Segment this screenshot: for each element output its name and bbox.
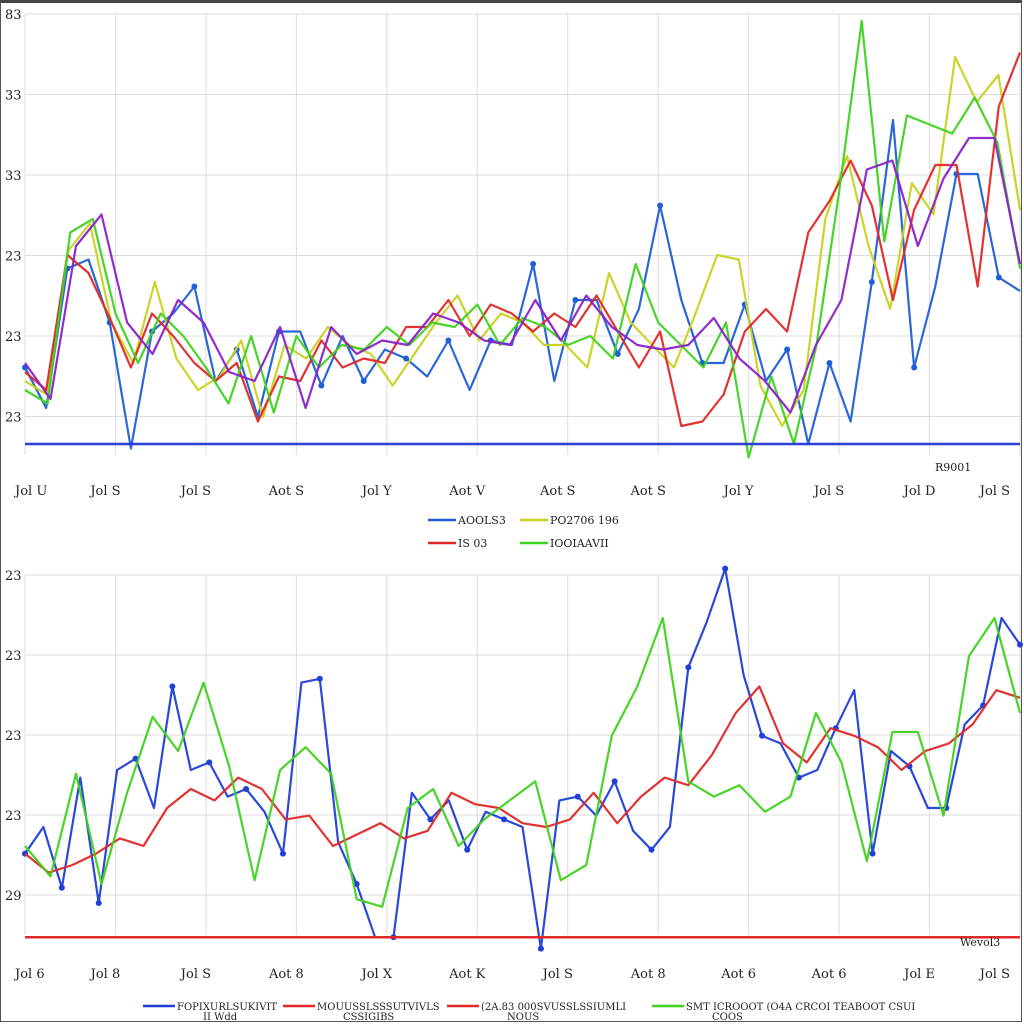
series-line-1 — [24, 118, 1021, 450]
x-tick-label: Aot S — [539, 484, 575, 499]
x-tick-label: Aot V — [448, 484, 486, 499]
series-point — [784, 346, 791, 353]
x-tick-label: Jol D — [902, 484, 936, 499]
series-point — [722, 565, 729, 572]
y-tick-label: 29 — [5, 889, 22, 904]
x-tick-label: Jol U — [13, 484, 47, 499]
x-tick-label: Aot S — [629, 484, 665, 499]
series-point — [318, 382, 325, 389]
legend-label: SMT ICROOOT (O4A CRCOI TEABOOT CSUI — [686, 1002, 915, 1013]
chart-annotation: R9001 — [935, 461, 971, 474]
x-tick-label: Aot S — [268, 484, 304, 499]
series-point — [572, 297, 579, 303]
series-point — [611, 778, 618, 785]
x-tick-label: Jol S — [978, 484, 1010, 499]
y-tick-label: 33 — [5, 169, 22, 184]
y-tick-label: 23 — [5, 809, 22, 824]
series-point — [911, 364, 918, 371]
legend-sublabel: COOS — [712, 1012, 743, 1023]
x-tick-label: Aot 8 — [268, 967, 304, 982]
y-tick-label: 83 — [5, 8, 22, 23]
x-tick-label: Jol Y — [360, 484, 392, 499]
series-point — [403, 355, 410, 362]
series-point — [657, 202, 664, 209]
series-point — [1017, 641, 1023, 648]
series-point — [191, 283, 198, 290]
x-tick-label: Jol 8 — [89, 967, 121, 982]
x-tick-label: Jol S — [88, 484, 120, 499]
series-line-3 — [24, 616, 1022, 908]
series-point — [316, 675, 323, 682]
x-tick-label: Jol S — [978, 967, 1010, 982]
legend-label: MOUUSSLSSSUTVIVLS — [317, 1002, 440, 1013]
legend-label: (2A.83 000SVUSSLSSIUMLI — [481, 1002, 626, 1013]
x-tick-label: Jol S — [812, 484, 844, 499]
legend-label: IOOIAAVII — [550, 537, 609, 550]
legend-label: IS 03 — [458, 537, 487, 550]
legend-sublabel: II Wdd — [203, 1012, 238, 1023]
y-tick-label: 23 — [5, 411, 22, 426]
x-tick-label: Jol 6 — [13, 967, 45, 982]
legend-label: FOPIXURLSUKIVIT — [177, 1002, 277, 1013]
series-line-4 — [24, 19, 1022, 459]
series-point — [279, 850, 286, 857]
series-point — [868, 279, 875, 285]
series-point — [869, 850, 876, 857]
series-point — [58, 884, 65, 891]
x-tick-label: Jol Y — [722, 484, 754, 499]
legend-sublabel: NOUS — [507, 1012, 539, 1023]
series-point — [530, 261, 537, 267]
series-point — [759, 732, 766, 739]
series-line-2 — [24, 685, 1021, 874]
y-tick-label: 23 — [5, 250, 22, 265]
chart-annotation: Wevol3 — [960, 936, 1000, 949]
legend-label: PO2706 196 — [550, 514, 619, 527]
y-tick-label: 23 — [5, 330, 22, 345]
y-tick-label: 23 — [5, 729, 22, 744]
series-point — [826, 360, 833, 366]
series-point — [206, 759, 213, 766]
x-tick-label: Jol X — [360, 967, 393, 982]
series-point — [445, 337, 452, 344]
y-tick-label: 23 — [5, 569, 22, 584]
series-point — [574, 793, 581, 800]
x-tick-label: Jol S — [541, 967, 573, 982]
series-line-1 — [24, 567, 1021, 950]
series-point — [995, 274, 1002, 281]
series-point — [501, 816, 508, 823]
x-tick-label: Jol S — [179, 484, 211, 499]
legend-label: AOOLS3 — [457, 514, 506, 527]
y-tick-label: 33 — [5, 89, 22, 104]
series-point — [169, 683, 176, 690]
series-point — [648, 846, 655, 853]
series-point — [685, 664, 692, 671]
series-point — [243, 786, 250, 792]
series-point — [360, 378, 367, 384]
series-point — [353, 881, 360, 887]
legend-sublabel: CSSIGIBS — [343, 1012, 394, 1023]
x-tick-label: Jol S — [179, 967, 211, 982]
series-line-5 — [24, 136, 1022, 414]
x-tick-label: Jol E — [902, 967, 935, 982]
x-tick-label: Aot K — [448, 967, 486, 982]
series-point — [614, 351, 621, 357]
x-tick-label: Aot 6 — [811, 967, 847, 982]
x-tick-label: Aot 8 — [630, 967, 666, 982]
top-line-chart: 83 33 33 23 23 23 R9001 Jol U Jol S Jol S Aot S Jol… — [5, 8, 1022, 550]
y-tick-label: 23 — [5, 649, 22, 664]
series-point — [537, 945, 544, 952]
series-point — [427, 816, 434, 823]
series-point — [464, 846, 471, 853]
series-point — [95, 900, 102, 906]
x-tick-label: Aot 6 — [720, 967, 756, 982]
